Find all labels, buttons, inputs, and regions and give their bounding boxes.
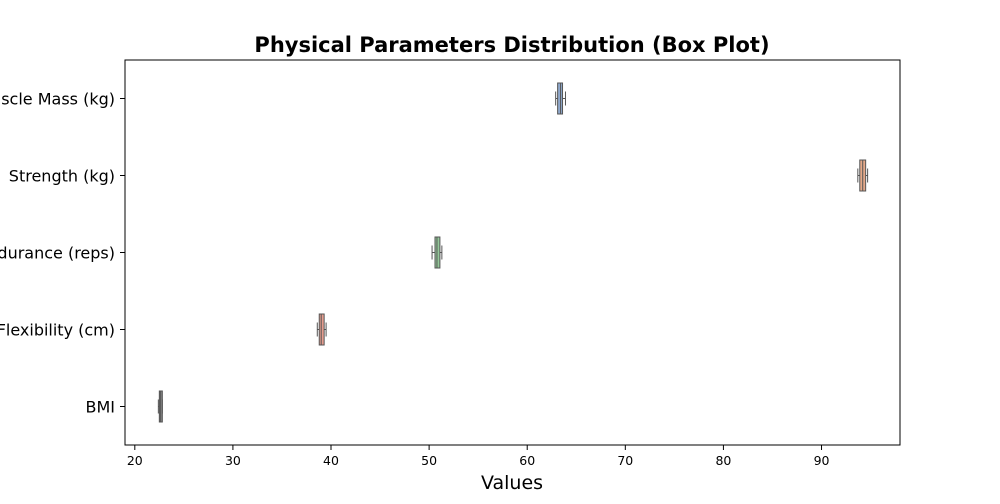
y-tick-label: Strength (kg) xyxy=(9,167,115,186)
x-tick-label: 20 xyxy=(127,453,143,468)
y-tick-label: Flexibility (cm) xyxy=(0,321,115,340)
box-group xyxy=(157,390,163,423)
box-group xyxy=(857,159,869,192)
x-axis-label: Values xyxy=(481,472,543,494)
x-tick-label: 40 xyxy=(323,453,339,468)
box-group xyxy=(431,236,443,269)
plot-area: 20 30 40 50 60 70 80 90 Muscle Mass (kg) Strength… xyxy=(0,59,901,468)
x-tick-label: 50 xyxy=(421,453,437,468)
y-tick-label: Endurance (reps) xyxy=(0,244,115,263)
x-tick-label: 80 xyxy=(715,453,731,468)
plot-frame xyxy=(124,59,901,446)
y-tick-label: BMI xyxy=(86,398,116,417)
x-tick-label: 70 xyxy=(617,453,633,468)
chart-title: Physical Parameters Distribution (Box Pl… xyxy=(254,33,769,57)
box-group xyxy=(555,82,566,115)
x-tick-label: 90 xyxy=(814,453,830,468)
x-tick-label: 30 xyxy=(225,453,241,468)
box-rect xyxy=(158,390,163,423)
box-group xyxy=(316,313,327,346)
x-tick-label: 60 xyxy=(519,453,535,468)
y-tick-label: Muscle Mass (kg) xyxy=(0,90,115,109)
